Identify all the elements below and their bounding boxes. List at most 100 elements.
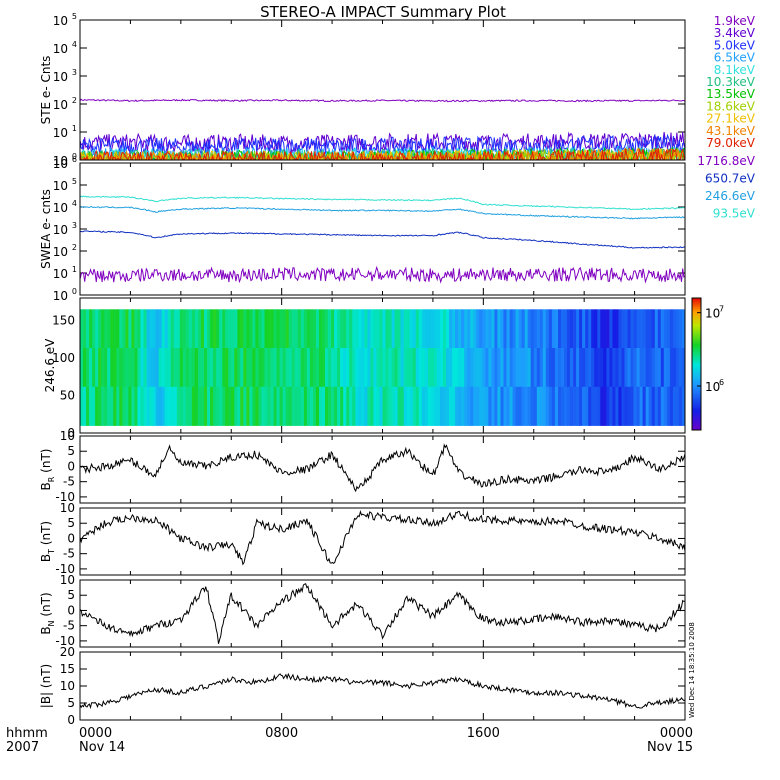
heatmap-cell — [331, 309, 335, 349]
heatmap-cell — [95, 348, 99, 388]
heatmap-cell — [624, 348, 628, 388]
panel-frame — [79, 435, 686, 504]
heatmap-cell — [561, 309, 565, 349]
heatmap-cell — [234, 348, 238, 388]
heatmap-cell — [582, 348, 586, 388]
heatmap-cell — [110, 309, 114, 349]
heatmap-cell — [143, 348, 147, 388]
heatmap-cell — [594, 386, 598, 426]
heatmap-cell — [564, 309, 568, 349]
heatmap-cell — [509, 386, 513, 426]
heatmap-cell — [306, 386, 311, 426]
heatmap-cell — [219, 309, 223, 349]
heatmap-cell — [467, 386, 471, 426]
heatmap-cell — [273, 309, 277, 349]
heatmap-cell — [464, 309, 468, 349]
time-axis-label-bottom: 2007 — [6, 740, 39, 755]
heatmap-cell — [512, 386, 516, 426]
heatmap-cell — [315, 348, 320, 388]
colorbar-swatch — [692, 388, 701, 391]
heatmap-cell — [231, 348, 235, 388]
heatmap-cell — [509, 309, 513, 349]
heatmap-cell — [579, 348, 583, 388]
heatmap-cell — [639, 348, 643, 388]
colorbar-swatch — [692, 333, 701, 336]
heatmap-cell — [515, 309, 519, 349]
heatmap-cell — [418, 386, 423, 426]
legend-label: 3.4keV — [714, 26, 756, 40]
heatmap-cell — [657, 348, 662, 388]
y-tick-exponent: 6 — [72, 155, 77, 164]
heatmap-cell — [470, 348, 474, 388]
heatmap-cell — [524, 386, 529, 426]
colorbar-tick-label: 10 — [705, 380, 720, 394]
heatmap-cell — [176, 309, 181, 349]
heatmap-cell — [222, 348, 226, 388]
colorbar-swatch — [692, 326, 701, 330]
heatmap-cell — [270, 348, 274, 388]
colorbar-swatch — [692, 350, 701, 354]
heatmap-cell — [173, 309, 178, 349]
heatmap-cell — [400, 309, 404, 349]
heatmap-cell — [570, 309, 574, 349]
heatmap-cell — [476, 386, 480, 426]
heatmap-cell — [331, 386, 335, 426]
y-tick-label: 10 — [53, 267, 68, 281]
heatmap-cell — [473, 309, 477, 349]
heatmap-cell — [436, 309, 441, 349]
heatmap-cell — [548, 348, 553, 388]
heatmap-cell — [630, 386, 634, 426]
heatmap-cell — [252, 386, 256, 426]
heatmap-cell — [376, 386, 380, 426]
heatmap-cell — [612, 309, 616, 349]
heatmap-cell — [273, 386, 277, 426]
heatmap-cell — [319, 309, 323, 349]
heatmap-cell — [334, 386, 338, 426]
heatmap-cell — [173, 386, 178, 426]
heatmap-cell — [500, 386, 504, 426]
heatmap-cell — [122, 348, 126, 388]
heatmap-cell — [440, 348, 444, 388]
heatmap-cell — [669, 386, 674, 426]
heatmap-cell — [379, 348, 383, 388]
heatmap-cell — [385, 348, 389, 388]
colorbar-swatch — [692, 359, 701, 363]
heatmap-cell — [285, 386, 290, 426]
heatmap-cell — [194, 386, 199, 426]
heatmap-cell — [397, 348, 401, 388]
colorbar-tick-exponent: 6 — [719, 378, 724, 387]
heatmap-cell — [243, 386, 247, 426]
heatmap-cell — [558, 348, 562, 388]
legend-label: 1.9keV — [714, 14, 756, 28]
heatmap-cell — [234, 309, 238, 349]
heatmap-cell — [204, 348, 208, 388]
legend-label: 650.7eV — [705, 172, 756, 186]
heatmap-cell — [594, 309, 598, 349]
heatmap-cell — [134, 309, 138, 349]
heatmap-cell — [279, 348, 283, 388]
heatmap-cell — [309, 348, 314, 388]
heatmap-cell — [246, 348, 250, 388]
heatmap-cell — [358, 386, 362, 426]
heatmap-cell — [682, 386, 686, 426]
y-axis-label-sub: N — [47, 620, 56, 626]
heatmap-cell — [603, 386, 607, 426]
heatmap-cell — [164, 348, 169, 388]
heatmap-cell — [609, 309, 613, 349]
heatmap-cell — [615, 386, 619, 426]
colorbar-swatch — [692, 298, 701, 301]
heatmap-cell — [137, 386, 141, 426]
heatmap-cell — [521, 348, 525, 388]
y-tick-label: 10 — [53, 154, 68, 168]
y-axis-label-unit: (nT) — [39, 521, 53, 549]
heatmap-cell — [288, 348, 293, 388]
y-tick-label: 10 — [53, 126, 68, 140]
heatmap-cell — [264, 309, 268, 349]
heatmap-cell — [343, 309, 347, 349]
heatmap-cell — [255, 386, 259, 426]
heatmap-cell — [261, 309, 265, 349]
heatmap-cell — [440, 386, 444, 426]
heatmap-cell — [240, 386, 244, 426]
